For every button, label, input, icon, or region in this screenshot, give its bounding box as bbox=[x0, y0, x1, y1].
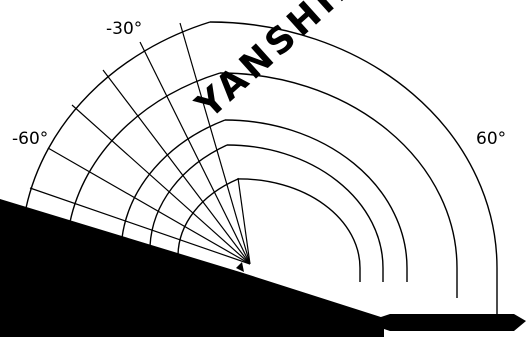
ray-4 bbox=[71, 104, 251, 265]
arc-left-4 bbox=[69, 72, 221, 223]
arc-left-2 bbox=[149, 144, 228, 247]
ray-0 bbox=[237, 177, 251, 265]
label-minus-30: -30° bbox=[106, 19, 142, 39]
arc-1 bbox=[237, 178, 361, 282]
vertex-mark bbox=[236, 262, 244, 272]
ray-group bbox=[29, 22, 251, 265]
arc-group bbox=[25, 21, 498, 330]
ray-1 bbox=[179, 22, 251, 265]
base-bar bbox=[378, 314, 526, 331]
ray-2 bbox=[139, 41, 251, 265]
label-plus-60: 60° bbox=[476, 129, 506, 149]
arc-3 bbox=[224, 119, 408, 282]
slope-surface bbox=[0, 199, 384, 337]
arc-5 bbox=[209, 21, 498, 330]
arc-2 bbox=[226, 144, 384, 282]
ray-6 bbox=[29, 187, 251, 265]
arc-left-1 bbox=[177, 178, 239, 257]
arc-left-3 bbox=[121, 119, 226, 239]
label-minus-60: -60° bbox=[12, 129, 48, 149]
watermark-text: YANSHINE bbox=[188, 0, 392, 127]
ray-5 bbox=[47, 147, 251, 265]
ray-3 bbox=[102, 69, 251, 265]
arc-left-5 bbox=[25, 21, 211, 209]
arc-4 bbox=[219, 72, 458, 298]
